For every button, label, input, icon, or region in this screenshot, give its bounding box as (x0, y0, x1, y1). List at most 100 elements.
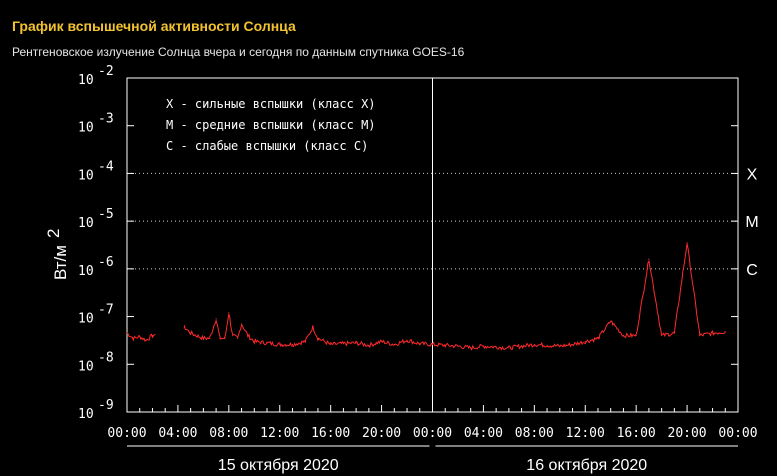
data-point (312, 326, 314, 328)
data-point (126, 332, 128, 334)
data-point (209, 337, 211, 339)
y-tick-exp: -9 (98, 398, 114, 413)
y-tick-label: 10 -3 (78, 112, 114, 136)
x-tick-label: 16:00 (311, 426, 350, 441)
data-point (240, 323, 243, 325)
y-tick-label: 10 -8 (78, 350, 114, 374)
x-tick-label: 04:00 (464, 426, 503, 441)
y-tick-exp: -7 (98, 303, 114, 318)
data-point (699, 334, 701, 337)
data-point (380, 340, 383, 343)
xray-flux-line (183, 243, 726, 351)
data-point (584, 340, 586, 343)
data-point (673, 332, 675, 334)
y-tick-exp: -6 (98, 255, 114, 270)
data-point (686, 242, 688, 244)
data-point (291, 343, 294, 346)
data-point (266, 342, 268, 344)
y-tick-label: 10 -5 (78, 207, 114, 231)
data-point (202, 337, 204, 339)
data-point (393, 343, 395, 346)
data-point (533, 343, 535, 346)
data-point (304, 340, 306, 343)
data-point (154, 333, 156, 336)
x-tick-label: 12:00 (566, 426, 605, 441)
data-point (470, 347, 472, 349)
data-point (183, 326, 185, 328)
data-point (145, 339, 147, 341)
y-tick-base: 10 (78, 73, 94, 88)
x-tick-label: 00:00 (718, 426, 757, 441)
data-point (132, 337, 134, 339)
page-subtitle: Рентгеновское излучение Солнца вчера и с… (12, 45, 465, 59)
y-axis-label: Вт/м 2 (44, 229, 70, 280)
y-tick-base: 10 (78, 264, 94, 279)
data-point (482, 345, 485, 347)
y-tick-label: 10 -6 (78, 255, 114, 279)
y-tick-exp: -8 (98, 350, 114, 365)
y-tick-label: 10 -7 (78, 303, 114, 327)
data-point (508, 347, 510, 349)
day-label: 16 октября 2020 (526, 457, 647, 474)
y-tick-base: 10 (78, 168, 94, 183)
y-tick-label: 10 -9 (78, 398, 114, 422)
data-point (139, 336, 141, 338)
y-tick-exp: -4 (98, 159, 114, 174)
data-point (648, 258, 650, 260)
x-tick-label: 08:00 (209, 426, 248, 441)
x-tick-label: 12:00 (260, 426, 299, 441)
data-point (431, 343, 434, 346)
data-point (247, 334, 249, 337)
data-point (571, 343, 574, 346)
data-point (253, 340, 255, 343)
data-point (635, 334, 637, 337)
data-point (457, 345, 459, 347)
data-point (232, 334, 234, 337)
data-point (444, 344, 446, 346)
page-title: График вспышечной активности Солнца (12, 18, 296, 34)
class-label-m: M (745, 214, 758, 231)
x-tick-label: 20:00 (668, 426, 707, 441)
legend-item: C - слабые вспышки (класс C) (166, 139, 368, 153)
data-point (355, 342, 357, 344)
y-tick-exp: -3 (98, 112, 114, 127)
data-point (546, 344, 548, 346)
y-tick-label: 10 -4 (78, 159, 114, 183)
x-tick-label: 08:00 (515, 426, 554, 441)
data-point (559, 345, 561, 347)
data-point (661, 334, 663, 337)
data-point (406, 339, 408, 341)
y-tick-base: 10 (78, 359, 94, 374)
data-point (419, 343, 421, 345)
data-point (219, 337, 221, 339)
data-point (610, 320, 612, 322)
class-label-x: X (747, 166, 758, 183)
data-point (228, 312, 230, 314)
y-tick-label: 10 -2 (78, 64, 114, 88)
data-point (224, 337, 226, 339)
data-point (597, 337, 599, 339)
data-point (724, 331, 726, 333)
data-point (215, 318, 217, 320)
x-tick-label: 16:00 (617, 426, 656, 441)
x-tick-label: 00:00 (413, 426, 452, 441)
data-point (279, 343, 281, 346)
y-tick-exp: -2 (98, 64, 114, 79)
y-axis-unit-exp: 2 (44, 229, 63, 238)
x-tick-label: 20:00 (362, 426, 401, 441)
y-tick-base: 10 (78, 216, 94, 231)
data-point (151, 334, 154, 337)
data-point (521, 345, 523, 347)
data-point (368, 344, 370, 346)
data-point (190, 332, 192, 334)
y-tick-exp: -5 (98, 207, 114, 222)
class-label-c: C (746, 262, 758, 279)
data-point (711, 332, 714, 334)
data-point (342, 343, 344, 345)
legend-item: M - средние вспышки (класс M) (166, 118, 376, 132)
data-point (317, 337, 319, 339)
data-point (495, 346, 497, 348)
day-label: 15 октября 2020 (218, 457, 339, 474)
legend-item: X - сильные вспышки (класс X) (166, 97, 376, 111)
